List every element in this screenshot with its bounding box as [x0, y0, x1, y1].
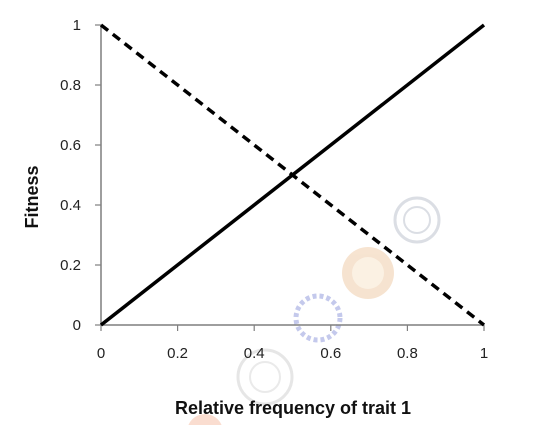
logo-icon-inner	[352, 257, 384, 289]
y-axis-title: Fitness	[22, 165, 42, 228]
x-axis-title: Relative frequency of trait 1	[175, 398, 411, 418]
y-tick-label: 0.2	[60, 257, 81, 274]
x-tick-label: 0.4	[244, 345, 265, 362]
y-axis-ticks: 0 0.2 0.4 0.6 0.8 1	[60, 17, 101, 334]
axes	[100, 25, 484, 326]
x-tick-label: 0.8	[397, 345, 418, 362]
x-tick-label: 1	[480, 345, 488, 362]
x-tick-label: 0	[97, 345, 105, 362]
y-tick-label: 0.6	[60, 137, 81, 154]
y-tick-label: 0	[73, 317, 81, 334]
watermark-seals	[188, 196, 441, 425]
logo-icon-bottom	[188, 414, 222, 425]
y-tick-label: 0.8	[60, 77, 81, 94]
seal-icon	[393, 196, 441, 244]
seal-icon-inner	[403, 206, 431, 234]
gear-icon	[293, 293, 343, 343]
x-tick-label: 0.6	[320, 345, 341, 362]
y-tick-label: 0.4	[60, 197, 81, 214]
x-tick-label: 0.2	[167, 345, 188, 362]
seal-icon-lower-inner	[249, 361, 281, 393]
seal-icon-lower	[236, 348, 294, 406]
logo-icon	[342, 247, 394, 299]
y-tick-label: 1	[73, 17, 81, 34]
series-line-dashed	[99, 23, 486, 327]
x-axis-ticks: 0 0.2 0.4 0.6 0.8 1	[97, 325, 488, 362]
series-layer	[99, 23, 486, 327]
